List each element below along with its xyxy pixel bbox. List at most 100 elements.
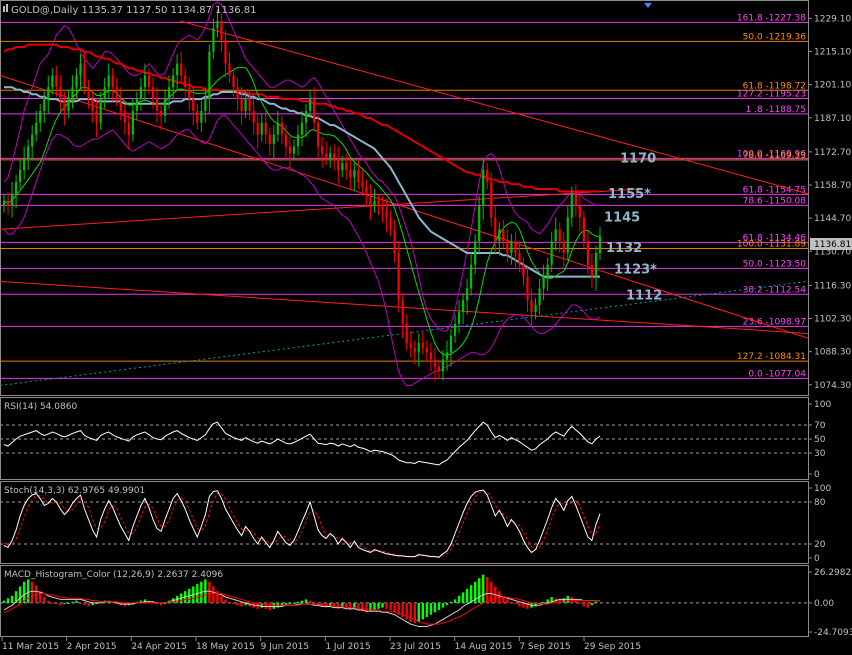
osc-tick-label: 30 (814, 449, 826, 459)
macd-histogram-bar (550, 597, 553, 603)
fib-level-label: 61.8 -1134.46 (743, 233, 807, 243)
osc-tick-label: 70 (814, 421, 826, 431)
macd-histogram-bar (300, 600, 304, 603)
macd-histogram-bar (55, 602, 58, 605)
candle-body (75, 75, 78, 88)
fib-level-label: 50.0 -1123.50 (743, 259, 807, 269)
macd-histogram-bar (240, 602, 243, 607)
candle-body (264, 122, 267, 135)
fib-level-label: 100.0 -1131.89 (737, 239, 806, 249)
candle-body (208, 51, 211, 100)
candle-body (236, 87, 239, 100)
candle-body (276, 122, 279, 135)
price-annotation: 1145 (604, 210, 640, 225)
candle-body (220, 20, 223, 40)
macd-histogram-bar (594, 601, 598, 603)
macd-histogram-bar (522, 602, 525, 608)
macd-histogram-bar (365, 602, 368, 613)
candle-body (369, 193, 372, 206)
macd-histogram-bar (18, 586, 22, 603)
candle-body (71, 87, 74, 100)
candle-body (546, 264, 549, 277)
macd-histogram-bar (163, 602, 167, 605)
macd-histogram-bar (582, 602, 586, 607)
candle-body (163, 99, 167, 116)
price-annotation: 1112 (626, 289, 662, 304)
fib-level-label: 61.8 -1154.75 (743, 185, 806, 195)
trend-line[interactable] (0, 280, 809, 334)
trend-line[interactable] (0, 188, 641, 230)
macd-histogram-bar (518, 602, 521, 607)
price-tick-label: 1158.70 (814, 181, 851, 191)
candle-body (401, 300, 404, 324)
candle-body (437, 366, 441, 372)
macd-histogram-bar (469, 585, 473, 603)
macd-title: MACD_Histogram_Color (12,26,9) 2.2637 2.… (4, 570, 223, 580)
current-price-label: 1136.81 (814, 240, 851, 250)
candle-body (184, 75, 187, 88)
candle-body (522, 264, 525, 277)
macd-histogram-bar (534, 602, 537, 607)
candle-body (200, 110, 203, 123)
candle-body (135, 99, 138, 111)
candle-body (526, 276, 529, 301)
candle-body (377, 200, 380, 206)
macd-histogram-bar (385, 602, 388, 609)
macd-histogram-bar (123, 602, 127, 607)
macd-histogram-bar (14, 591, 18, 603)
macd-histogram-bar (574, 599, 578, 603)
macd-histogram-bar (349, 602, 352, 610)
candle-body (67, 99, 70, 111)
macd-histogram-bar (441, 602, 445, 608)
candle-body (510, 241, 513, 253)
macd-histogram-bar (47, 600, 50, 603)
macd-histogram-bar (284, 602, 288, 606)
price-tick-label: 1201.10 (814, 81, 851, 91)
macd-histogram-bar (95, 602, 98, 605)
candle-body (176, 63, 179, 76)
candle-body (111, 75, 114, 88)
macd-histogram-bar (482, 574, 485, 603)
candle-body (147, 75, 151, 88)
candle-body (341, 162, 344, 171)
rsi-title: RSI(14) 54.0860 (4, 402, 77, 412)
trend-line[interactable] (0, 280, 809, 387)
macd-histogram-bar (333, 602, 336, 608)
macd-histogram-bar (570, 597, 574, 603)
macd-histogram-bar (449, 601, 453, 603)
candle-body (574, 193, 577, 206)
trend-line[interactable] (179, 20, 809, 195)
macd-histogram-bar (353, 602, 356, 609)
fib-level-label: 78.6 -1169.33 (743, 151, 806, 161)
price-annotation: 1132 (606, 241, 642, 256)
macd-histogram-bar (115, 602, 118, 605)
osc-tick-label: 20 (814, 540, 826, 550)
candle-body (256, 122, 259, 135)
macd-histogram-bar (224, 599, 227, 603)
candle-body (63, 99, 66, 111)
candle-body (79, 63, 82, 76)
candle-body (433, 359, 436, 367)
macd-histogram-bar (345, 602, 348, 609)
candle-body (31, 134, 34, 147)
macd-panel: 26.2982 0.00 -24.7093 (0, 568, 852, 638)
macd-histogram-bar (429, 602, 433, 615)
candle-body (39, 110, 42, 123)
candle-body (55, 75, 58, 88)
candle-body (252, 110, 255, 123)
osc-tick-label: 26.2982 (814, 568, 851, 578)
macd-histogram-bar (75, 600, 78, 603)
chart-shift-marker-icon[interactable] (644, 3, 652, 8)
candle-body (103, 87, 106, 100)
candle-body (43, 99, 46, 111)
macd-histogram-bar (477, 578, 481, 603)
price-tick-label: 1074.30 (814, 381, 851, 391)
price-annotation: 1170 (620, 151, 656, 166)
candle-body (381, 205, 384, 211)
trend-line[interactable] (0, 74, 809, 339)
candle-body (578, 205, 581, 218)
macd-histogram-bar (272, 602, 276, 609)
macd-histogram-bar (369, 602, 372, 612)
macd-histogram-bar (71, 601, 74, 603)
